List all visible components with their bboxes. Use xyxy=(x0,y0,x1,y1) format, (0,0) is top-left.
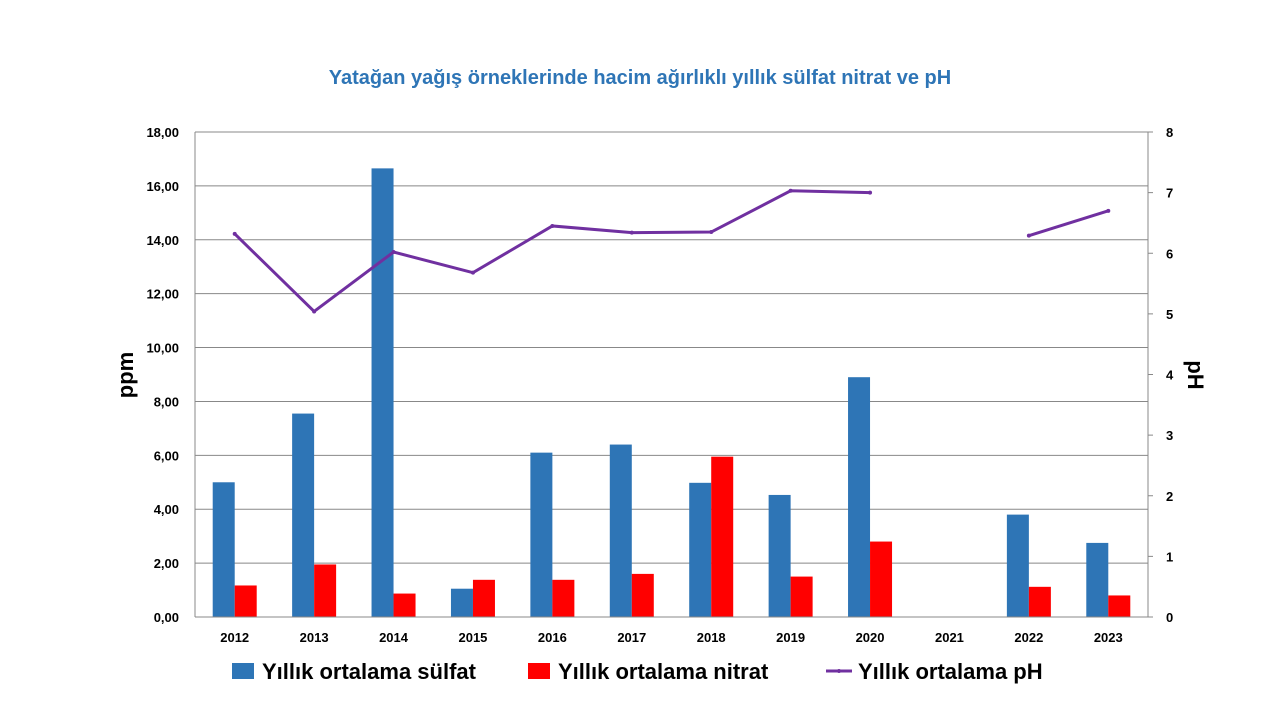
bar-sulfat xyxy=(530,452,553,617)
ph-point xyxy=(391,250,396,255)
bar-nitrat xyxy=(1028,586,1051,617)
legend-swatch-sulfat xyxy=(232,663,254,679)
ph-point xyxy=(1026,233,1031,238)
x-tick-label: 2014 xyxy=(379,630,409,645)
bar-sulfat xyxy=(1006,514,1029,617)
legend-label-sulfat: Yıllık ortalama sülfat xyxy=(262,659,477,684)
legend-label-nitrat: Yıllık ortalama nitrat xyxy=(558,659,769,684)
x-tick-label: 2020 xyxy=(856,630,885,645)
y2-tick-label: 7 xyxy=(1166,186,1173,201)
x-tick-label: 2013 xyxy=(300,630,329,645)
x-tick-label: 2023 xyxy=(1094,630,1123,645)
y2-tick-label: 0 xyxy=(1166,610,1173,625)
y-tick-label: 4,00 xyxy=(154,502,179,517)
bar-sulfat xyxy=(450,588,473,617)
bar-sulfat xyxy=(609,444,632,617)
y2-tick-label: 2 xyxy=(1166,489,1173,504)
axes: 0,00 2,00 4,00 6,00 8,00 10,00 12,00 14,00 16,00… xyxy=(146,125,1174,645)
ph-point xyxy=(629,230,634,235)
ph-point xyxy=(709,230,714,235)
y-axis-label: ppm xyxy=(113,352,138,398)
x-tick-label: 2021 xyxy=(935,630,964,645)
chart-title: Yatağan yağış örneklerinde hacim ağırlık… xyxy=(329,67,951,89)
bar-nitrat xyxy=(711,456,734,617)
ph-point xyxy=(1106,208,1111,213)
bar-sulfat xyxy=(292,413,315,617)
legend-swatch-nitrat xyxy=(528,663,550,679)
y-tick-label: 0,00 xyxy=(154,610,179,625)
x-tick-label: 2016 xyxy=(538,630,567,645)
ph-line-segment xyxy=(1028,209,1109,238)
y-tick-label: 10,00 xyxy=(146,341,179,356)
ph-point xyxy=(232,231,237,236)
y-tick-label: 2,00 xyxy=(154,556,179,571)
bar-sulfat xyxy=(371,168,394,617)
bar-nitrat xyxy=(314,564,337,617)
y2-tick-label: 8 xyxy=(1166,125,1173,140)
ph-point xyxy=(470,270,475,275)
y2-tick-label: 1 xyxy=(1166,549,1173,564)
y2-tick-label: 5 xyxy=(1166,307,1173,322)
bar-nitrat xyxy=(234,585,257,617)
bar-sulfat xyxy=(689,482,712,617)
gridlines xyxy=(195,131,1148,564)
ph-line xyxy=(232,188,1111,314)
legend-marker-ph xyxy=(837,669,841,673)
x-tick-label: 2012 xyxy=(220,630,249,645)
bars xyxy=(212,168,1131,617)
bar-nitrat xyxy=(790,576,813,617)
ph-point xyxy=(550,223,555,228)
bar-sulfat xyxy=(212,482,235,617)
y-tick-label: 14,00 xyxy=(146,233,179,248)
y-tick-label: 12,00 xyxy=(146,287,179,302)
x-tick-label: 2017 xyxy=(617,630,646,645)
y-tick-label: 16,00 xyxy=(146,179,179,194)
y2-tick-label: 6 xyxy=(1166,246,1173,261)
legend: Yıllık ortalama sülfat Yıllık ortalama ni… xyxy=(232,659,1043,684)
y2-tick-label: 4 xyxy=(1166,368,1174,383)
y-tick-label: 8,00 xyxy=(154,394,179,409)
x-tick-label: 2018 xyxy=(697,630,726,645)
bar-sulfat xyxy=(848,377,871,617)
legend-label-ph: Yıllık ortalama pH xyxy=(858,659,1043,684)
bar-nitrat xyxy=(393,593,416,617)
ph-point xyxy=(312,309,317,314)
bar-nitrat xyxy=(1108,595,1131,617)
x-tick-label: 2015 xyxy=(458,630,487,645)
bar-nitrat xyxy=(870,541,893,617)
y-tick-label: 18,00 xyxy=(146,125,179,140)
bar-sulfat xyxy=(768,494,791,617)
bar-nitrat xyxy=(631,573,654,617)
ph-point xyxy=(788,188,793,193)
x-tick-label: 2019 xyxy=(776,630,805,645)
y2-tick-label: 3 xyxy=(1166,428,1173,443)
bar-sulfat xyxy=(1086,542,1109,617)
x-tick-label: 2022 xyxy=(1014,630,1043,645)
ph-point xyxy=(868,190,873,195)
y-tick-label: 6,00 xyxy=(154,448,179,463)
bar-nitrat xyxy=(472,579,495,617)
bar-nitrat xyxy=(552,579,575,617)
y2-axis-label: pH xyxy=(1183,360,1208,389)
